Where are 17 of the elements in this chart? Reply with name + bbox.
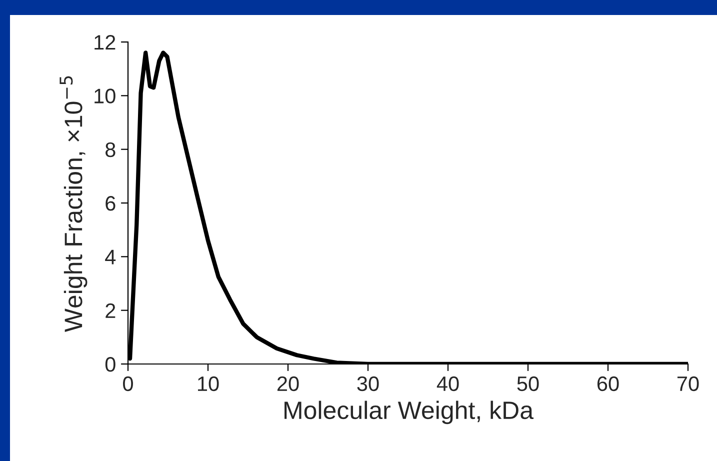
x-tick-label: 0 [123,376,133,392]
x-tick-label: 50 [517,376,539,392]
x-tick-label: 40 [436,376,459,392]
y-tick-label: 0 [105,357,116,372]
y-tick-label: 6 [106,196,116,211]
x-tick-label: 20 [277,376,299,392]
x-tick-label: 10 [198,376,219,392]
x-tick-label: 70 [677,376,699,392]
x-tick-label: 60 [597,376,619,392]
y-axis-title: Weight Fraction, ×10$^{−5}$ [60,76,88,332]
y-tick-label: 4 [105,250,116,264]
x-tick-label: 30 [357,376,379,392]
y-tick-label: 8 [106,142,116,158]
y-tick-label: 2 [106,303,116,318]
y-tick-label: 10 [94,88,116,104]
y-tick-label: 12 [94,35,116,50]
x-axis-title: Molecular Weight, kDa [284,400,534,424]
